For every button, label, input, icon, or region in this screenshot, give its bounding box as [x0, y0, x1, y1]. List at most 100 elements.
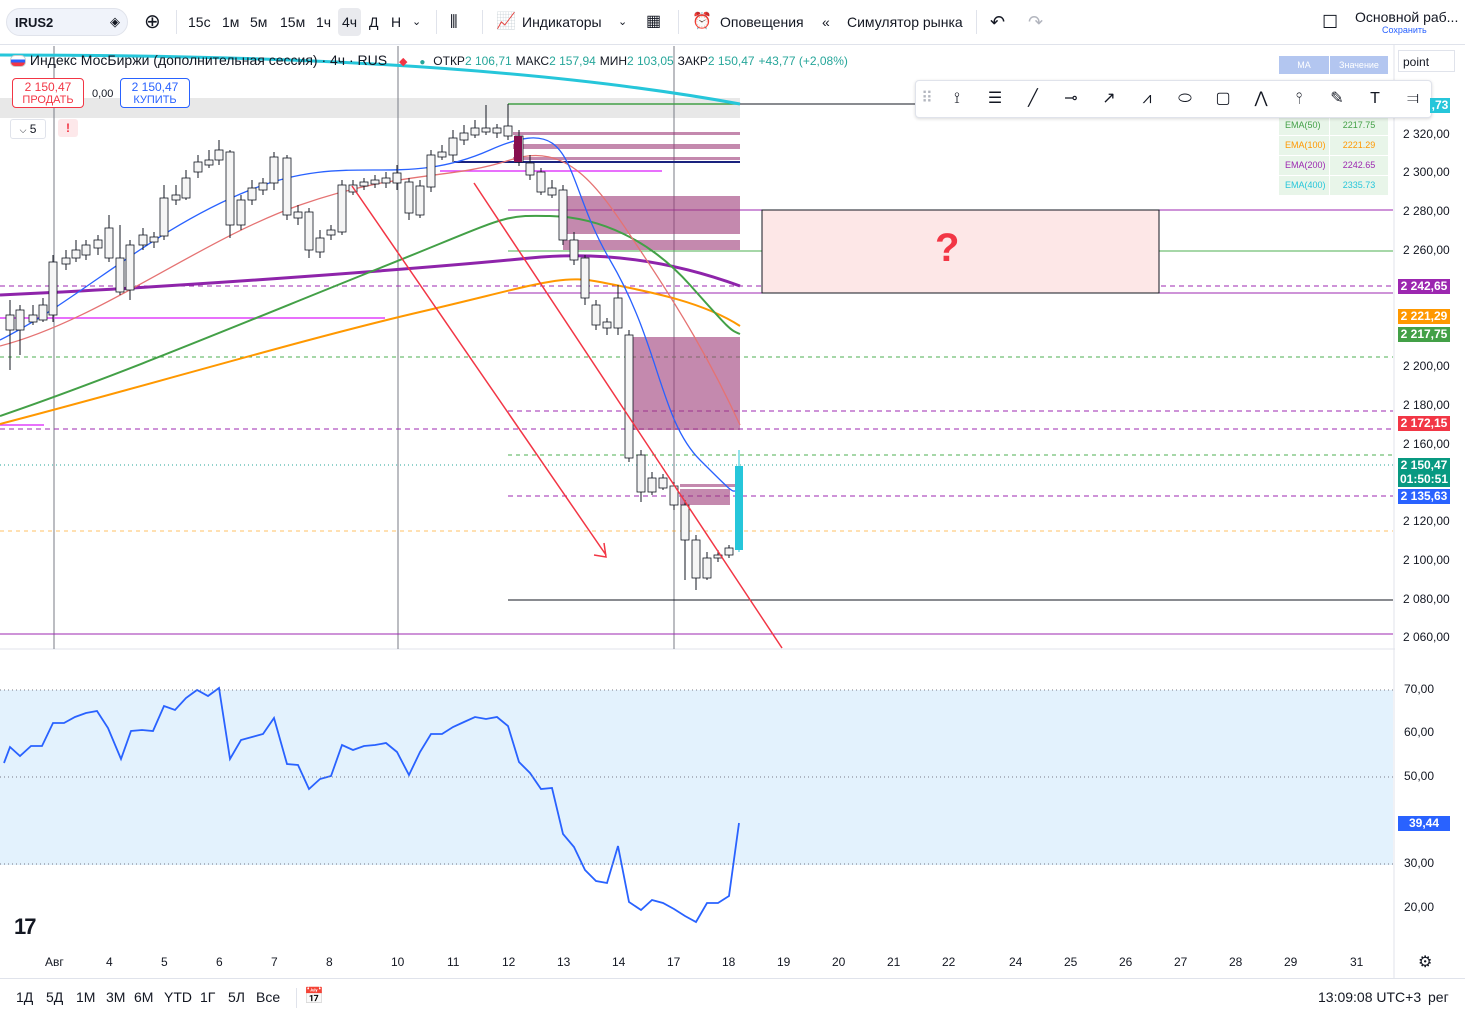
more-tools-icon[interactable]: ⫤	[1406, 90, 1420, 107]
undo-icon[interactable]: ↶	[990, 12, 1006, 32]
chevron-down-icon: ⌵	[19, 125, 27, 135]
tf-1m[interactable]: 1м	[222, 14, 240, 30]
alerts-button[interactable]: Оповещения	[720, 14, 804, 30]
tf-15m[interactable]: 15м	[280, 14, 306, 30]
price-axis-label: 2 200,00	[1403, 359, 1450, 373]
range-button[interactable]: 1Д	[16, 989, 34, 1005]
flag-icon[interactable]: ◆	[398, 56, 408, 68]
divider	[296, 988, 297, 1008]
indicators-button[interactable]: Индикаторы	[522, 14, 602, 30]
rectangle-icon[interactable]: ▢	[1215, 90, 1231, 107]
divider	[678, 10, 679, 34]
range-button[interactable]: 1Г	[200, 989, 216, 1005]
divider	[176, 10, 177, 34]
open-label: ОТКР	[433, 54, 465, 68]
forecast-icon[interactable]: ⫯	[1295, 90, 1303, 107]
time-axis-label: 28	[1229, 955, 1243, 969]
rsi-axis-label: 30,00	[1404, 856, 1435, 870]
fib-icon[interactable]: ☰	[987, 90, 1003, 107]
candle-body	[647, 477, 657, 493]
redo-icon[interactable]: ↷	[1028, 12, 1044, 32]
clock[interactable]: 13:09:08 UTC+3	[1318, 989, 1422, 1005]
rewind-icon[interactable]: «	[822, 14, 830, 30]
settings-gear-icon[interactable]: ⚙	[1418, 954, 1433, 971]
candles-icon[interactable]: ⫴	[450, 12, 458, 32]
candle-body	[658, 477, 668, 489]
warning-badge[interactable]: !	[58, 119, 78, 137]
divider	[482, 10, 483, 34]
range-button[interactable]: YTD	[164, 989, 192, 1005]
candle-body	[293, 211, 303, 219]
trend-arrow	[351, 185, 607, 556]
tf-day[interactable]: Д	[369, 14, 379, 30]
close-value: 2 150,47	[707, 54, 755, 68]
indicators-icon[interactable]: 📈	[496, 13, 516, 30]
templates-icon[interactable]: ▦	[646, 13, 662, 30]
status-dot-icon: ●	[419, 57, 426, 68]
time-axis-label: 18	[722, 955, 736, 969]
add-symbol-icon[interactable]: ⊕	[144, 11, 161, 33]
tf-5m[interactable]: 5м	[250, 14, 268, 30]
session-label[interactable]: рег	[1428, 989, 1449, 1005]
symbol-label: IRUS2	[15, 15, 54, 30]
buy-button[interactable]: 2 150,47 КУПИТЬ	[120, 78, 190, 108]
range-button[interactable]: 1М	[76, 989, 96, 1005]
calendar-icon[interactable]: 📅	[304, 988, 324, 1005]
indicators-collapse-button[interactable]: ⌵ 5	[10, 119, 46, 139]
drag-handle-icon[interactable]: ⠿	[921, 90, 933, 107]
trendline-icon[interactable]: ╱	[1028, 90, 1038, 107]
candle-body	[115, 257, 125, 293]
arrow-tool-icon[interactable]: ↗	[1102, 90, 1116, 107]
symbol-search[interactable]: IRUS2	[6, 8, 128, 36]
chart-legend: Индекс МосБиржи (дополнительная сессия) …	[10, 52, 848, 68]
rsi-axis-label: 70,00	[1404, 682, 1435, 696]
alarm-icon[interactable]: ⏰	[692, 13, 712, 30]
sell-button[interactable]: 2 150,47 ПРОДАТЬ	[12, 78, 84, 108]
pattern-icon[interactable]: ⋀	[1254, 90, 1268, 107]
legend-title[interactable]: Индекс МосБиржи (дополнительная сессия) …	[29, 52, 388, 68]
layout-save[interactable]: Сохранить	[1382, 25, 1427, 35]
chevron-down-icon[interactable]: ⌄	[412, 16, 422, 28]
path-icon[interactable]: ⩘	[1142, 90, 1152, 107]
point-field[interactable]: point	[1398, 50, 1455, 72]
horizontal-ray-icon[interactable]: ⊸	[1064, 90, 1078, 107]
ellipse-icon[interactable]: ⬭	[1178, 90, 1192, 107]
candle-body	[602, 321, 612, 329]
candle-body	[580, 257, 590, 299]
candle-body	[459, 132, 469, 141]
text-icon[interactable]: T	[1370, 90, 1380, 107]
candle-body	[492, 127, 502, 134]
range-button[interactable]: 3М	[106, 989, 126, 1005]
range-button[interactable]: 5Д	[46, 989, 64, 1005]
candle-body	[624, 334, 634, 459]
simulator-button[interactable]: Симулятор рынка	[847, 14, 963, 30]
high-value: 2 157,94	[549, 54, 596, 68]
ruler-icon[interactable]: ⟟	[954, 90, 960, 107]
chevron-down-icon[interactable]: ⌄	[618, 16, 628, 28]
divider	[436, 10, 437, 34]
time-axis-label: Авг	[45, 955, 64, 969]
question-mark-annotation[interactable]: ?	[935, 226, 960, 270]
brush-icon[interactable]: ✎	[1330, 90, 1344, 107]
indicator-count: 5	[29, 122, 37, 136]
tf-week[interactable]: Н	[391, 14, 402, 30]
layout-title[interactable]: Основной раб...	[1355, 9, 1459, 25]
symbol-options-icon[interactable]: ◈	[110, 14, 120, 29]
candle-body	[269, 156, 279, 184]
candle-body	[304, 211, 314, 251]
time-axis-label: 29	[1284, 955, 1298, 969]
range-button[interactable]: 5Л	[228, 989, 245, 1005]
price-axis-label: 2 160,00	[1403, 437, 1450, 451]
tf-4h[interactable]: 4ч	[338, 8, 362, 36]
range-button[interactable]: 6М	[134, 989, 154, 1005]
tf-1h[interactable]: 1ч	[316, 14, 332, 30]
range-button[interactable]: Все	[256, 989, 281, 1005]
tf-15s[interactable]: 15с	[188, 14, 211, 30]
price-axis-label: 2 120,00	[1403, 514, 1450, 528]
ema-value: 2335.73	[1330, 176, 1388, 195]
tradingview-logo[interactable]: 17	[14, 914, 37, 939]
checkbox-icon[interactable]: ☐	[1322, 12, 1339, 32]
chart-canvas[interactable]	[0, 44, 1395, 978]
ema-value: 2242.65	[1330, 156, 1388, 175]
ema-header-ma: MA	[1279, 56, 1329, 74]
